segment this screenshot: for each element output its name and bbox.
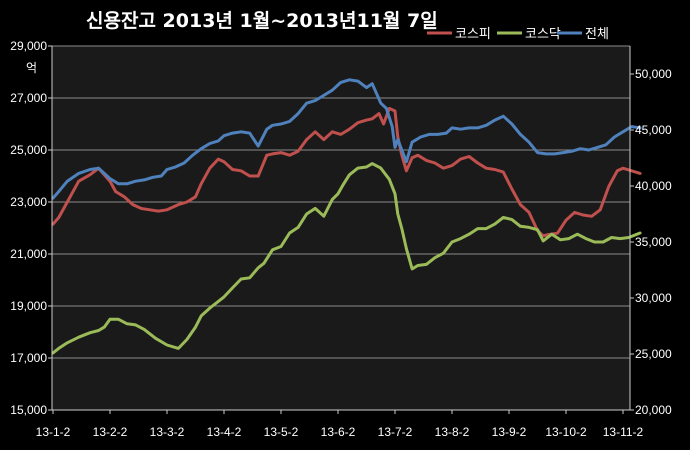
right-axis-ticks: 20,000 25,000 30,000 35,000 40,000 45,000 50,0…: [630, 67, 672, 417]
left-tick-label: 17,000: [10, 351, 47, 365]
right-tick-label: 45,000: [635, 123, 672, 137]
left-tick-label: 15,000: [10, 403, 47, 417]
right-tick-label: 35,000: [635, 235, 672, 249]
x-tick-label: 13-3-2: [150, 425, 185, 439]
left-tick-label: 21,000: [10, 247, 47, 261]
x-tick-label: 13-7-2: [378, 425, 413, 439]
series-lines: [51, 78, 642, 355]
left-tick-label: 19,000: [10, 299, 47, 313]
x-tick-label: 13-5-2: [264, 425, 299, 439]
gridlines: [52, 45, 630, 359]
x-tick-label: 13-4-2: [207, 425, 242, 439]
x-tick-label: 13-6-2: [321, 425, 356, 439]
left-tick-label: 25,000: [10, 143, 47, 157]
right-tick-label: 50,000: [635, 67, 672, 81]
series-line-전체: [51, 78, 642, 200]
left-tick-label: 27,000: [10, 91, 47, 105]
left-axis-unit: 억: [26, 61, 37, 75]
left-tick-label: 29,000: [10, 39, 47, 53]
left-axis-ticks: 15,000 17,000 19,000 21,000 23,000 25,000 27,0…: [10, 39, 52, 417]
legend-label: 코스닥: [525, 27, 561, 42]
right-tick-label: 20,000: [635, 403, 672, 417]
x-tick-label: 13-10-2: [545, 425, 587, 439]
series-line-코스닥: [51, 162, 642, 355]
x-tick-label: 13-2-2: [93, 425, 128, 439]
x-tick-label: 13-9-2: [492, 425, 527, 439]
right-tick-label: 40,000: [635, 179, 672, 193]
left-tick-label: 23,000: [10, 195, 47, 209]
x-axis-ticks: 13-1-2 13-2-2 13-3-2 13-4-2 13-5-2 13-6-2 13-7…: [36, 410, 644, 439]
chart-title: 신용잔고 2013년 1월~2013년11월 7일: [86, 10, 438, 32]
right-tick-label: 25,000: [635, 347, 672, 361]
legend: 코스피 코스닥 전체: [427, 27, 609, 42]
x-tick-label: 13-1-2: [36, 425, 71, 439]
plot-area: [52, 46, 630, 410]
x-tick-label: 13-11-2: [603, 425, 644, 439]
x-tick-label: 13-8-2: [435, 425, 470, 439]
legend-label: 코스피: [455, 27, 491, 42]
right-tick-label: 30,000: [635, 291, 672, 305]
legend-label: 전체: [585, 27, 609, 42]
